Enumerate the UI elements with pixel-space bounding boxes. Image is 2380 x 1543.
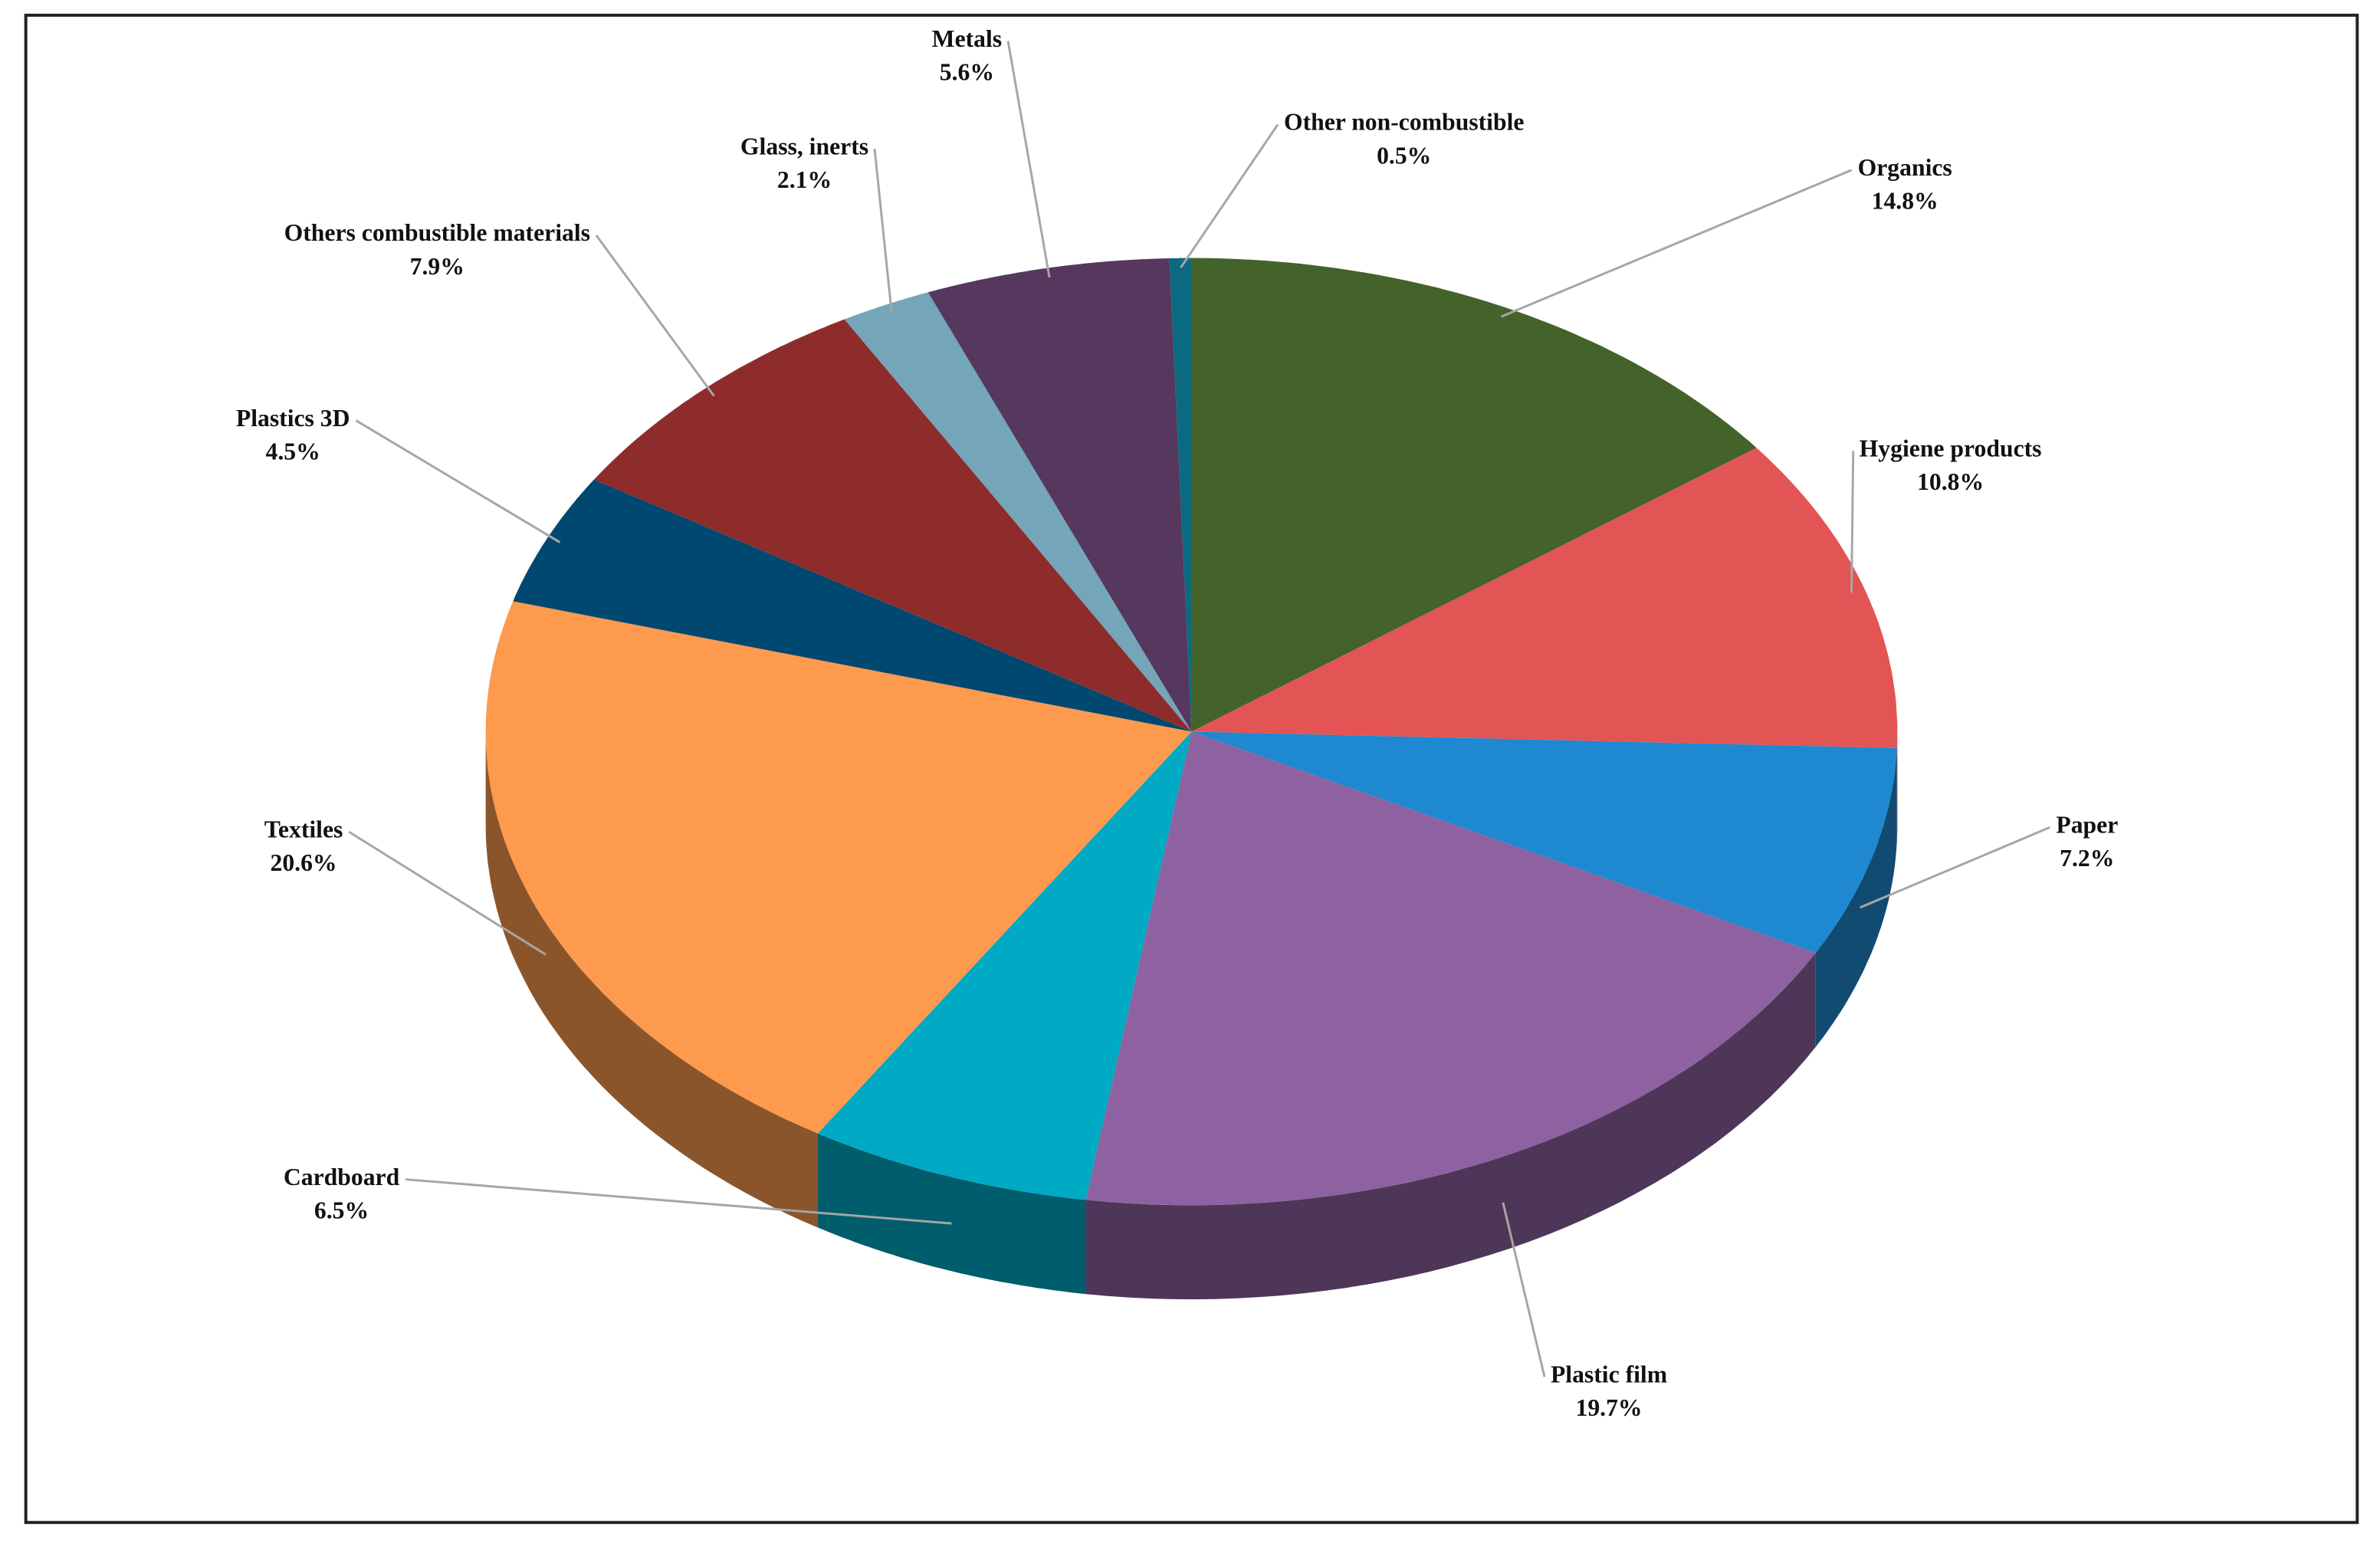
slice-label: Metals <box>932 25 1002 52</box>
pie-top <box>485 258 1898 1206</box>
leader-line <box>348 830 547 956</box>
leader-line <box>1850 451 1855 593</box>
slice-value-label: 6.5% <box>314 1197 369 1224</box>
pie-slice <box>593 319 1192 732</box>
slice-label: Other non-combustible <box>1284 109 1525 136</box>
pie-slice-side <box>817 1133 1086 1295</box>
slice-label: Others combustible materials <box>284 219 590 246</box>
leader-line <box>355 419 561 543</box>
slice-value-label: 2.1% <box>777 166 832 193</box>
slice-value-label: 7.2% <box>2060 845 2114 872</box>
slice-value-label: 20.6% <box>270 849 336 876</box>
pie-slice-side <box>1815 747 1897 1047</box>
slice-label: Organics <box>1858 154 1952 181</box>
pie-slice <box>1191 258 1757 732</box>
pie-slice-side <box>485 731 818 1228</box>
slice-value-label: 0.5% <box>1377 142 1431 169</box>
pie-sides <box>485 731 1898 1300</box>
leader-line <box>1180 123 1279 268</box>
slice-label: Plastic film <box>1551 1361 1667 1387</box>
leader-line <box>1006 41 1051 278</box>
slice-label: Paper <box>2056 812 2118 839</box>
leader-line <box>1500 169 1853 318</box>
leader-line <box>405 1178 952 1225</box>
slice-label: Textiles <box>264 816 343 842</box>
pie-slice <box>844 292 1192 732</box>
pie-slice <box>1191 448 1898 748</box>
leader-line <box>873 148 893 314</box>
pie-slice <box>1191 731 1897 954</box>
leader-line <box>1859 826 2051 909</box>
pie-slice <box>513 479 1192 732</box>
slice-label: Glass, inerts <box>740 133 868 159</box>
leader-line <box>1502 1202 1546 1377</box>
pie-slice <box>485 601 1192 1134</box>
pie-slice <box>817 731 1192 1200</box>
pie-slice <box>1169 258 1192 732</box>
slice-value-label: 4.5% <box>266 438 320 465</box>
slice-value-label: 19.7% <box>1575 1394 1642 1421</box>
labels: Organics 14.8% Hygiene products 10.8% Paper 7… <box>236 25 2118 1421</box>
slice-label: Cardboard <box>284 1164 400 1190</box>
leader-line <box>595 235 715 397</box>
pie-slice-side <box>1085 953 1816 1300</box>
slice-label: Hygiene products <box>1860 435 2042 461</box>
slice-value-label: 5.6% <box>940 58 994 85</box>
pie-slice <box>1085 731 1816 1206</box>
slice-label: Plastics 3D <box>236 405 350 432</box>
slice-value-label: 10.8% <box>1917 468 1984 495</box>
slice-value-label: 7.9% <box>410 253 465 280</box>
pie-slice-side <box>1896 731 1898 842</box>
pie-slice <box>927 258 1192 732</box>
slice-value-label: 14.8% <box>1872 188 1938 215</box>
